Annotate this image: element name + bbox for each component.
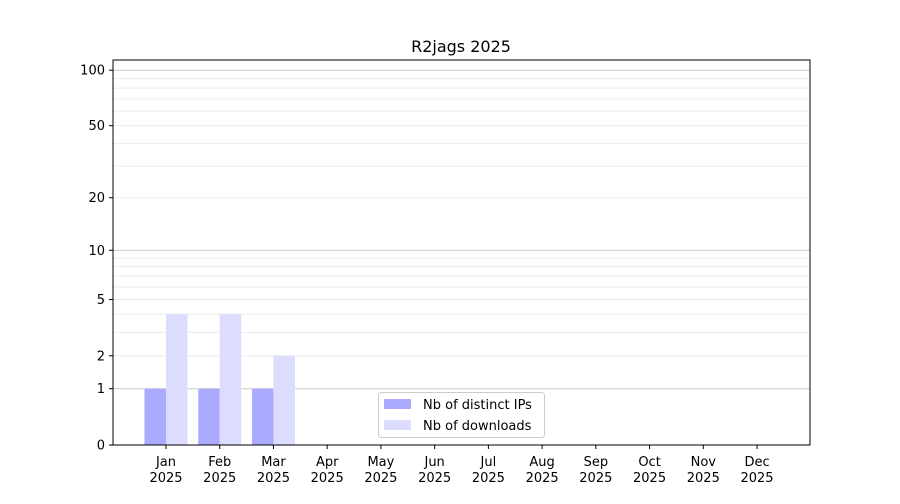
x-tick-month: Oct — [638, 455, 660, 470]
y-tick-label: 10 — [88, 244, 105, 259]
x-tick-year: 2025 — [687, 471, 720, 486]
x-tick-year: 2025 — [203, 471, 236, 486]
x-tick-year: 2025 — [633, 471, 666, 486]
x-tick-label: Dec 2025 — [740, 455, 773, 486]
x-tick-label: Jan 2025 — [149, 455, 182, 486]
x-tick-month: Jun — [423, 455, 444, 470]
y-tick-label: 1 — [97, 382, 105, 397]
bar-downloads — [166, 314, 188, 445]
x-tick-year: 2025 — [472, 471, 505, 486]
x-tick-month: Apr — [316, 455, 339, 470]
legend-swatch — [384, 420, 411, 430]
legend-swatch — [384, 399, 411, 409]
x-tick-year: 2025 — [364, 471, 397, 486]
x-tick-month: Mar — [261, 455, 286, 470]
x-tick-month: Dec — [744, 455, 769, 470]
y-tick-label: 2 — [97, 349, 105, 364]
x-tick-month: Nov — [691, 455, 717, 470]
y-tick-label: 20 — [88, 191, 105, 206]
x-tick-month: Jan — [155, 455, 176, 470]
legend-box — [378, 392, 545, 438]
x-tick-month: Sep — [584, 455, 609, 470]
x-tick-month: Jul — [480, 455, 497, 470]
x-tick-month: Aug — [529, 455, 554, 470]
bar-downloads — [273, 355, 295, 445]
x-tick-year: 2025 — [257, 471, 290, 486]
x-tick-year: 2025 — [418, 471, 451, 486]
x-tick-label: Oct 2025 — [633, 455, 666, 486]
x-tick-label: Jul 2025 — [472, 455, 505, 486]
x-tick-label: Nov 2025 — [687, 455, 720, 486]
bar-downloads — [219, 314, 242, 445]
bar-distinct-ips — [144, 388, 166, 445]
chart-title: R2jags 2025 — [411, 37, 511, 56]
x-tick-label: Jun 2025 — [418, 455, 451, 486]
y-tick-label: 50 — [88, 119, 105, 134]
x-tick-label: Apr 2025 — [311, 455, 344, 486]
x-tick-label: Sep 2025 — [579, 455, 612, 486]
x-tick-label: Aug 2025 — [526, 455, 559, 486]
grid — [113, 69, 810, 390]
plot-frame — [112, 59, 811, 446]
x-tick-year: 2025 — [740, 471, 773, 486]
y-tick-label: 100 — [80, 64, 105, 79]
y-tick-label: 5 — [97, 293, 105, 308]
y-tick-label: 0 — [97, 439, 105, 454]
bar-distinct-ips — [198, 388, 220, 445]
y-axis: 0 1 2 5 10 20 50 100 — [80, 64, 113, 454]
x-tick-month: Feb — [208, 455, 231, 470]
x-tick-year: 2025 — [579, 471, 612, 486]
legend: Nb of distinct IPs Nb of downloads — [378, 392, 545, 438]
x-tick-label: Feb 2025 — [203, 455, 236, 486]
legend-label: Nb of distinct IPs — [423, 398, 532, 413]
bars — [144, 314, 295, 445]
x-tick-year: 2025 — [311, 471, 344, 486]
legend-label: Nb of downloads — [423, 419, 532, 434]
x-tick-year: 2025 — [526, 471, 559, 486]
x-tick-month: May — [367, 455, 394, 470]
x-tick-label: Mar 2025 — [257, 455, 290, 486]
bar-distinct-ips — [251, 388, 274, 445]
x-tick-label: May 2025 — [364, 455, 397, 486]
x-tick-year: 2025 — [149, 471, 182, 486]
